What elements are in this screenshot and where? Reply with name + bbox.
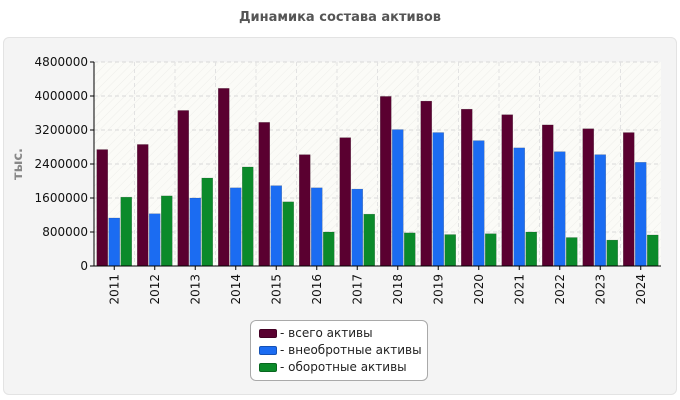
bar-total-2011 — [96, 149, 108, 267]
bar-current-2017 — [363, 213, 375, 267]
bar-noncurrent-2022 — [554, 151, 566, 267]
bar-current-2013 — [201, 177, 213, 267]
bar-total-2019 — [420, 100, 432, 267]
bar-total-2016 — [299, 154, 311, 267]
bar-current-2019 — [444, 234, 456, 267]
bar-total-2020 — [461, 108, 473, 267]
bar-noncurrent-2024 — [635, 162, 647, 267]
bar-noncurrent-2012 — [149, 213, 161, 267]
legend-label: - внеобротные активы — [280, 343, 422, 357]
y-tick-label: 2400000 — [35, 157, 88, 171]
bar-current-2023 — [606, 239, 618, 267]
bar-noncurrent-2021 — [513, 147, 525, 267]
bar-current-2016 — [323, 231, 335, 267]
y-tick-label: 1600000 — [35, 191, 88, 205]
bar-total-2014 — [218, 88, 230, 267]
x-tick-label: 2016 — [310, 274, 324, 305]
legend-swatch — [259, 363, 277, 372]
bar-current-2014 — [242, 166, 254, 267]
chart-title: Динамика состава активов — [238, 10, 442, 25]
bar-total-2024 — [623, 132, 635, 267]
bar-noncurrent-2015 — [270, 185, 282, 267]
bar-total-2017 — [339, 137, 351, 267]
bar-total-2023 — [582, 128, 594, 267]
bar-current-2020 — [485, 233, 497, 267]
legend-item: - оборотные активы — [259, 359, 427, 376]
bar-noncurrent-2013 — [189, 197, 201, 267]
bar-noncurrent-2018 — [392, 129, 404, 267]
bar-total-2021 — [501, 114, 513, 267]
x-tick-label: 2012 — [148, 274, 162, 305]
x-tick-label: 2018 — [391, 274, 405, 305]
bar-total-2022 — [542, 124, 554, 267]
x-tick-label: 2011 — [107, 274, 121, 305]
bar-total-2012 — [137, 144, 149, 267]
x-tick-label: 2019 — [431, 274, 445, 305]
y-tick-label: 4800000 — [35, 55, 88, 69]
legend-label: - всего активы — [280, 326, 373, 340]
bar-noncurrent-2016 — [311, 187, 323, 267]
legend-swatch — [259, 329, 277, 338]
x-tick-label: 2017 — [350, 274, 364, 305]
x-tick-label: 2020 — [472, 274, 486, 305]
bar-noncurrent-2023 — [594, 154, 606, 267]
x-tick-label: 2015 — [269, 274, 283, 305]
bar-current-2018 — [404, 232, 416, 267]
bar-current-2022 — [566, 237, 578, 267]
bar-total-2013 — [177, 110, 189, 267]
x-tick-label: 2024 — [634, 274, 648, 305]
y-tick-label: 4000000 — [35, 89, 88, 103]
legend: - всего активы - внеобротные активы - обор… — [250, 320, 428, 381]
x-tick-label: 2021 — [512, 274, 526, 305]
x-tick-label: 2022 — [553, 274, 567, 305]
bar-total-2015 — [258, 122, 270, 267]
legend-item: - внеобротные активы — [259, 342, 427, 359]
bar-noncurrent-2017 — [351, 188, 363, 267]
bar-current-2012 — [161, 195, 173, 267]
bar-noncurrent-2019 — [432, 132, 444, 267]
x-tick-label: 2023 — [593, 274, 607, 305]
bar-noncurrent-2014 — [230, 187, 242, 267]
y-axis-label: тыс. — [11, 148, 26, 180]
bar-current-2015 — [282, 201, 294, 267]
y-tick-label: 0 — [80, 259, 88, 273]
y-tick-label: 3200000 — [35, 123, 88, 137]
bar-noncurrent-2011 — [108, 217, 120, 267]
x-tick-label: 2014 — [229, 274, 243, 305]
x-tick-label: 2013 — [188, 274, 202, 305]
legend-swatch — [259, 346, 277, 355]
bar-total-2018 — [380, 96, 392, 267]
bar-current-2021 — [525, 231, 537, 267]
bar-current-2011 — [120, 196, 132, 267]
legend-label: - оборотные активы — [280, 360, 407, 374]
bar-noncurrent-2020 — [473, 140, 485, 267]
y-tick-label: 800000 — [42, 225, 88, 239]
legend-item: - всего активы — [259, 325, 427, 342]
bar-current-2024 — [647, 234, 659, 267]
